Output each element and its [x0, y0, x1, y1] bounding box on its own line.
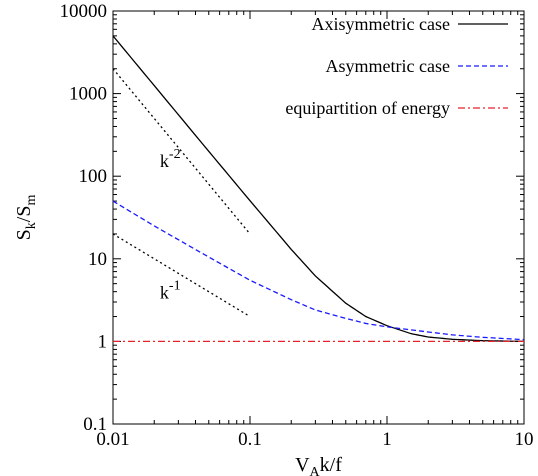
- reference-line-label-base: k: [160, 283, 169, 303]
- reference-line-label: k-1: [160, 279, 181, 303]
- x-tick-label: 0.01: [96, 429, 129, 450]
- y-tick-label: 1000: [69, 84, 107, 105]
- x-axis-label-rest: k/f: [320, 454, 343, 476]
- legend-label: Axisymmetric case: [312, 14, 450, 34]
- reference-line: [112, 233, 251, 318]
- y-axis-label-sub1: k: [24, 222, 39, 229]
- y-tick-label: 0.1: [83, 414, 107, 435]
- x-axis-label-sub: A: [310, 465, 321, 476]
- reference-line: [112, 68, 251, 235]
- x-axis-label-main: V: [295, 454, 310, 476]
- x-axis-label: VAk/f: [295, 454, 342, 476]
- legend-label: Asymmetric case: [326, 56, 450, 76]
- legend: Axisymmetric case Asymmetric case equipart…: [285, 14, 508, 118]
- x-tick-label: 0.1: [238, 429, 262, 450]
- series-layer: [112, 35, 525, 343]
- legend-label: equipartition of energy: [285, 98, 450, 118]
- reference-line-label-exp: -2: [169, 147, 181, 162]
- reference-line-label-exp: -1: [169, 279, 181, 294]
- y-tick-label: 10: [88, 249, 107, 270]
- y-axis-label-sub2: m: [24, 195, 39, 206]
- reference-line-label-base: k: [160, 151, 169, 171]
- x-tick-label: 1: [382, 429, 392, 450]
- x-tick-label: 10: [515, 429, 534, 450]
- plot-frame: [112, 10, 525, 425]
- series-line: [112, 35, 525, 343]
- annotations: k-2k-1: [160, 147, 181, 303]
- y-tick-label: 100: [79, 166, 108, 187]
- y-axis-label-part1: S: [13, 229, 35, 240]
- y-axis-label: Sk/Sm: [13, 195, 39, 241]
- reference-line-label: k-2: [160, 147, 181, 171]
- y-tick-label: 10000: [60, 1, 108, 22]
- y-axis-label-part2: /S: [13, 206, 35, 223]
- y-tick-label: 1: [98, 331, 108, 352]
